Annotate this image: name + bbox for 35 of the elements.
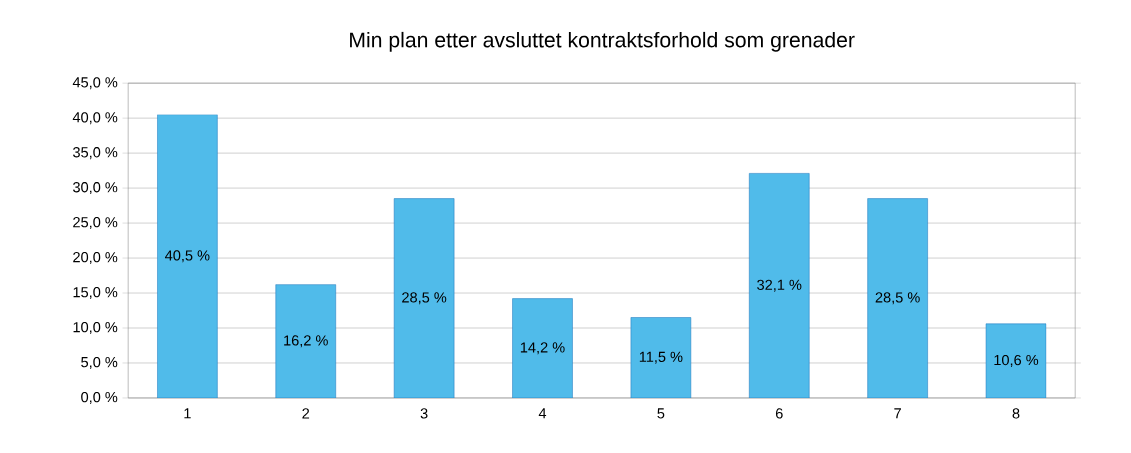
data-label: 40,5 % [165,250,210,263]
y-tick-label: 30,0 % [73,182,118,195]
data-label: 11,5 % [639,351,683,364]
x-tick-label: 8 [1012,408,1020,419]
data-label: 16,2 % [284,335,328,348]
data-label: 28,5 % [402,292,447,305]
bar [985,323,1047,398]
y-tick-label: 45,0 % [72,77,118,90]
chart-title: Min plan etter avsluttet kontraktsforhold som grenader [350,31,855,52]
y-tick-label: 40,0 % [72,112,118,125]
y-tick-label: 0,0 % [81,391,118,404]
bar [157,114,218,398]
data-label: 14,2 % [520,342,565,355]
data-label: 28,5 % [875,292,920,305]
x-tick-label: 4 [538,408,547,419]
y-tick-label: 25,0 % [73,217,118,230]
x-tick-label: 5 [657,408,665,419]
bar [749,173,810,398]
y-tick-label: 15,0 % [73,287,118,300]
bar [393,198,455,398]
bar [275,284,336,398]
y-tick-label: 5,0 % [81,356,118,370]
bar [630,317,692,398]
x-tick-label: 2 [302,408,310,419]
y-tick-label: 35,0 % [73,147,118,160]
x-tick-label: 7 [894,408,901,419]
bar [867,198,928,398]
bar [512,298,573,398]
y-tick-label: 10,0 % [73,322,118,335]
data-label: 32,1 % [757,279,802,292]
data-label: 10,6 % [994,354,1039,367]
x-tick-label: 6 [775,408,783,419]
x-tick-label: 3 [420,408,428,419]
x-tick-label: 1 [184,408,191,419]
y-tick-label: 20,0 % [73,252,118,265]
